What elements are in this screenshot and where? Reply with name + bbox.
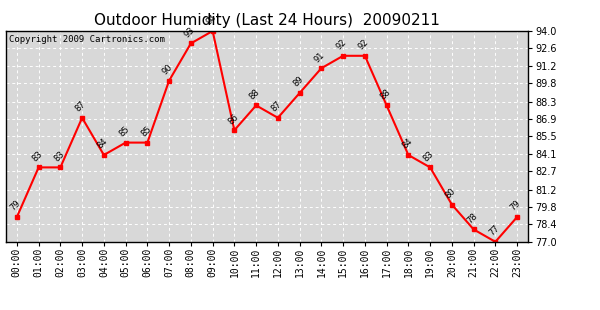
Text: 83: 83: [30, 149, 44, 163]
Text: 87: 87: [269, 100, 284, 114]
Text: 93: 93: [182, 25, 196, 39]
Text: 79: 79: [8, 199, 22, 213]
Text: 92: 92: [335, 38, 349, 52]
Text: 83: 83: [422, 149, 436, 163]
Text: 84: 84: [95, 137, 109, 151]
Title: Outdoor Humidity (Last 24 Hours)  20090211: Outdoor Humidity (Last 24 Hours) 2009021…: [94, 13, 440, 29]
Text: 88: 88: [248, 87, 262, 101]
Text: 79: 79: [509, 199, 523, 213]
Text: Copyright 2009 Cartronics.com: Copyright 2009 Cartronics.com: [8, 35, 164, 44]
Text: 92: 92: [356, 38, 370, 52]
Text: 94: 94: [204, 13, 218, 27]
Text: 83: 83: [52, 149, 66, 163]
Text: 84: 84: [400, 137, 414, 151]
Text: 91: 91: [313, 50, 327, 64]
Text: 85: 85: [139, 125, 153, 139]
Text: 89: 89: [291, 75, 305, 89]
Text: 85: 85: [117, 125, 131, 139]
Text: 86: 86: [226, 112, 240, 126]
Text: 80: 80: [443, 187, 457, 201]
Text: 90: 90: [161, 63, 175, 77]
Text: 77: 77: [487, 224, 501, 238]
Text: 78: 78: [465, 211, 479, 225]
Text: 88: 88: [378, 87, 392, 101]
Text: 87: 87: [74, 100, 88, 114]
